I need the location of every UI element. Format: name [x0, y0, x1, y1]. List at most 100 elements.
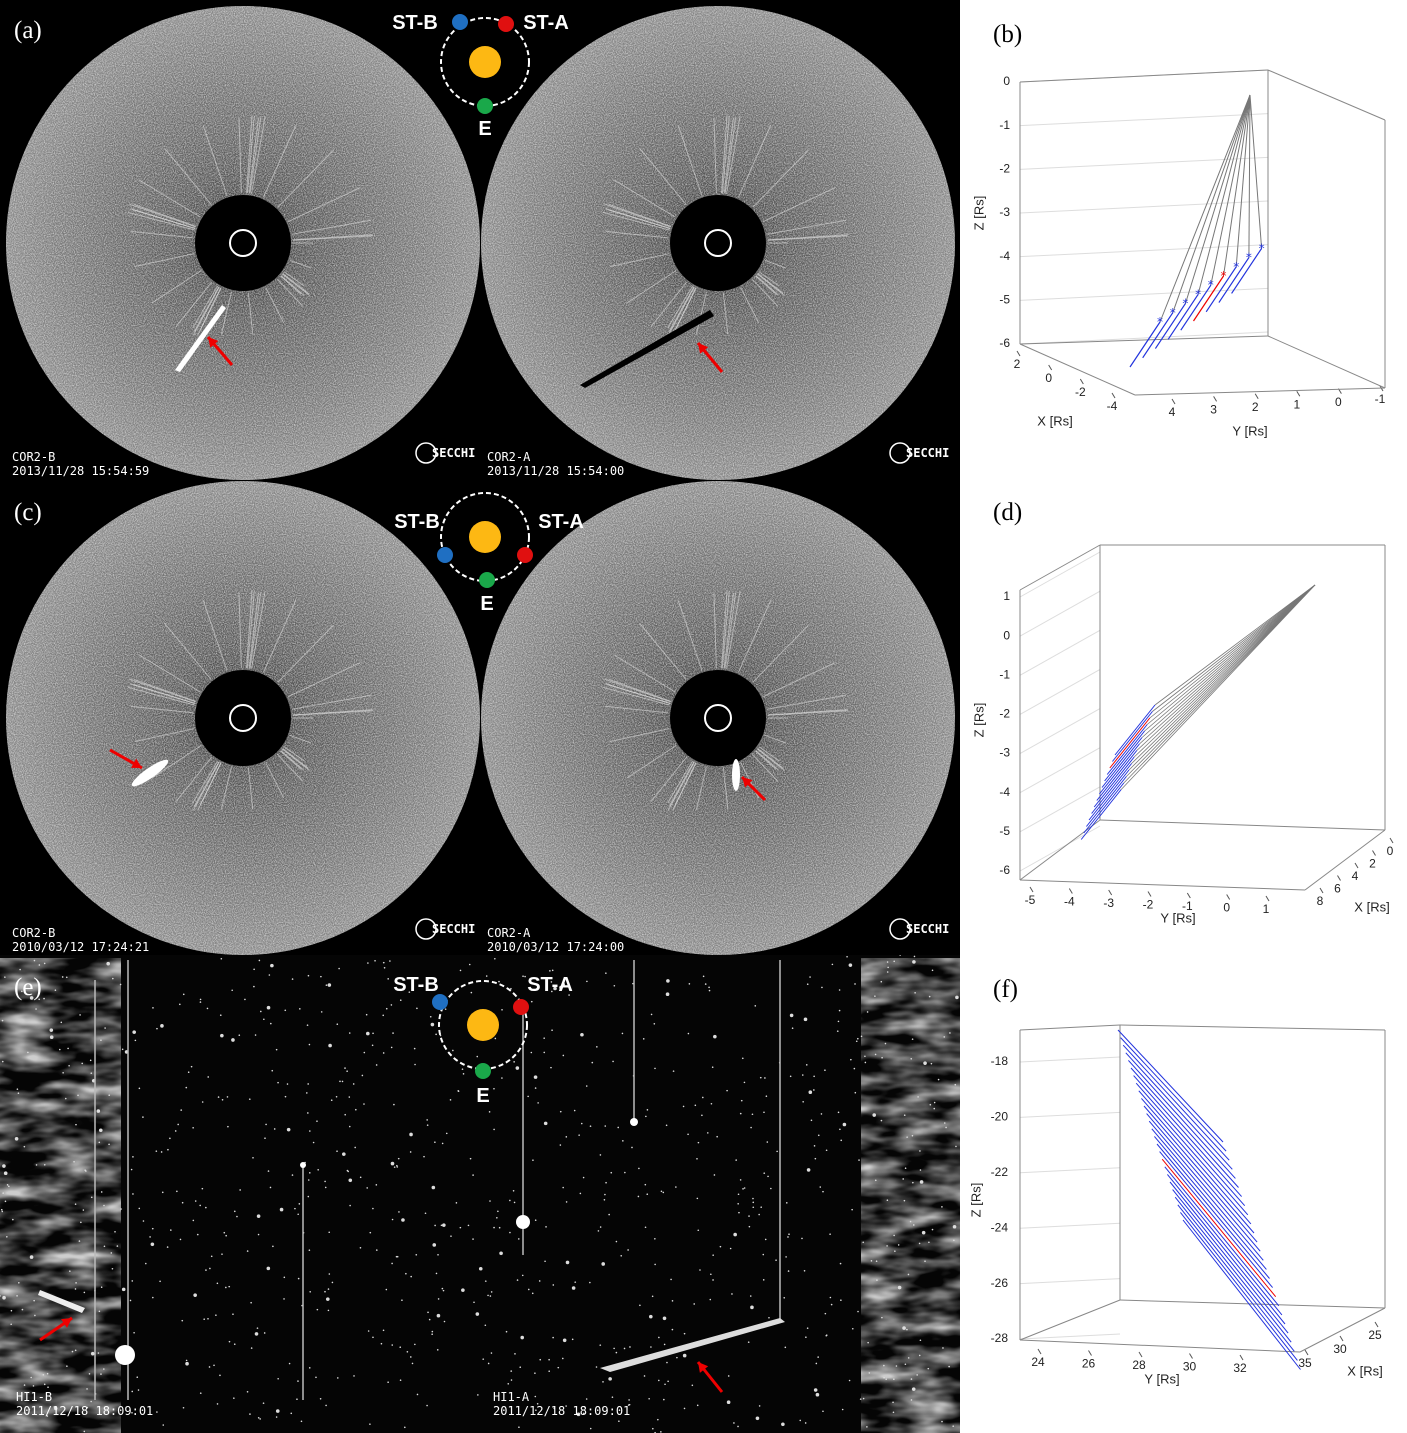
star: [12, 1219, 14, 1221]
star: [604, 1199, 606, 1201]
star: [908, 1357, 910, 1359]
star: [298, 1278, 300, 1280]
star: [259, 960, 261, 962]
star: [2, 1020, 4, 1022]
star: [391, 1047, 393, 1049]
star: [497, 1211, 499, 1213]
star: [2, 1296, 6, 1300]
star: [366, 1032, 370, 1036]
star: [566, 1261, 570, 1265]
star: [396, 1165, 398, 1167]
projection-line: [1160, 95, 1250, 322]
star: [912, 1038, 914, 1040]
star: [347, 1171, 349, 1173]
projection-line: [1249, 95, 1250, 258]
star: [132, 1193, 134, 1195]
star: [557, 1367, 559, 1369]
star: [80, 1222, 82, 1224]
star: [735, 1159, 737, 1161]
star: [479, 1267, 483, 1271]
orbit-label: ST-A: [527, 974, 573, 996]
star: [11, 1310, 13, 1312]
tick-mark: [1030, 887, 1033, 892]
star: [821, 987, 823, 989]
star: [600, 1154, 602, 1156]
star: [887, 961, 889, 963]
star: [532, 1293, 534, 1295]
star: [849, 1380, 851, 1382]
star: [101, 1191, 103, 1193]
star: [896, 1365, 898, 1367]
star: [199, 1205, 201, 1207]
star: [600, 1226, 602, 1228]
star: [120, 1208, 122, 1210]
star: [215, 1314, 217, 1316]
star: [843, 1123, 847, 1127]
box-edge: [1135, 388, 1385, 395]
star: [287, 1083, 289, 1085]
tick-mark: [1297, 391, 1300, 396]
star: [426, 1405, 428, 1407]
star: [821, 1113, 823, 1115]
star: [652, 1428, 654, 1430]
star: [264, 1332, 266, 1334]
star: [662, 1192, 664, 1194]
star: [490, 1295, 492, 1297]
star: [362, 1075, 364, 1077]
logo: SECCHI: [432, 446, 475, 460]
star: [283, 1298, 285, 1300]
y-tick-label: 4: [1169, 405, 1176, 419]
star: [476, 1312, 480, 1316]
star: [399, 1346, 401, 1348]
star: [386, 1289, 388, 1291]
star: [493, 1088, 495, 1090]
star: [654, 1238, 656, 1240]
star: [885, 1378, 887, 1380]
star: [790, 1075, 792, 1077]
star: [391, 1344, 393, 1346]
star: [160, 1024, 164, 1028]
earth: [479, 572, 495, 588]
star: [905, 1167, 907, 1169]
star: [325, 1187, 327, 1189]
y-tick-label: 3: [1210, 403, 1217, 417]
star: [651, 1014, 653, 1016]
trajectory: [1167, 1174, 1282, 1315]
star: [816, 1393, 820, 1397]
star: [372, 1208, 374, 1210]
star: [67, 1048, 69, 1050]
trajectory: [1112, 712, 1152, 762]
star: [177, 1124, 179, 1126]
star: [247, 1391, 249, 1393]
star: [1, 1209, 3, 1211]
trajectory: [1136, 1083, 1245, 1206]
star: [893, 1378, 895, 1380]
z-tick-label: -1: [999, 118, 1010, 132]
y-axis-label: Y [Rs]: [1232, 423, 1267, 438]
star: [211, 1255, 213, 1257]
z-tick-label: -26: [991, 1276, 1009, 1290]
star: [393, 1104, 395, 1106]
star: [910, 1058, 912, 1060]
star: [69, 1270, 71, 1272]
tick-mark: [1305, 1350, 1308, 1355]
star: [520, 1336, 524, 1340]
star: [913, 1224, 915, 1226]
star: [274, 1128, 276, 1130]
star: [191, 1066, 193, 1068]
star: [817, 1356, 819, 1358]
star: [928, 1241, 930, 1243]
star: [534, 1075, 538, 1079]
projection-line: [1134, 585, 1315, 757]
star: [698, 1142, 700, 1144]
star: [948, 1366, 950, 1368]
star: [222, 1099, 224, 1101]
star: [383, 1329, 385, 1331]
star: [75, 1124, 77, 1126]
y-tick-label: 26: [1082, 1357, 1096, 1371]
star: [952, 1425, 954, 1427]
timestamp: 2013/11/28 15:54:00: [487, 464, 624, 478]
tick-mark: [1112, 393, 1115, 398]
star: [866, 1426, 868, 1428]
star: [284, 1277, 286, 1279]
